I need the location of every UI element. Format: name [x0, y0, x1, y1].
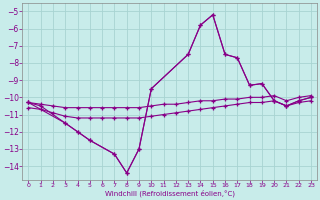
X-axis label: Windchill (Refroidissement éolien,°C): Windchill (Refroidissement éolien,°C): [105, 190, 235, 197]
